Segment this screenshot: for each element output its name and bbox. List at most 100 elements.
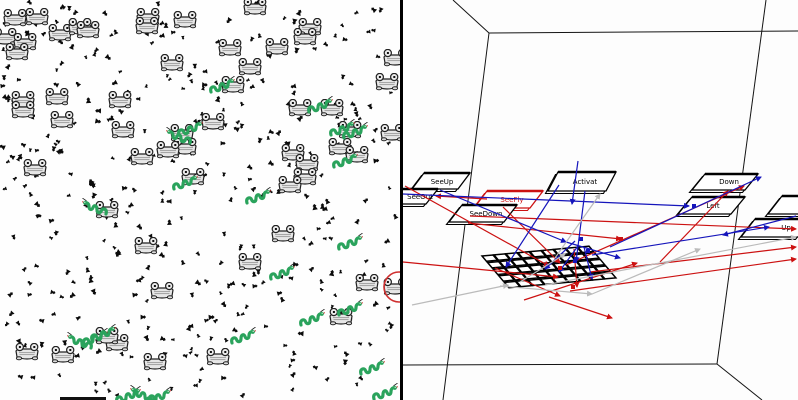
- frog-agent[interactable]: [380, 124, 400, 142]
- frog-agent[interactable]: [3, 9, 27, 27]
- frog-agent[interactable]: [345, 146, 369, 164]
- fly-sprite: [166, 219, 172, 225]
- frog-agent[interactable]: [375, 73, 399, 91]
- neural-network-canvas[interactable]: SeeUp SeeOut SeeFly SeeDown Activat Down Left U…: [403, 0, 798, 400]
- plate-label: Down: [719, 178, 739, 186]
- fly-sprite: [221, 231, 227, 237]
- fly-sprite: [135, 96, 141, 101]
- frog-agent[interactable]: [51, 346, 75, 364]
- frog-agent[interactable]: [134, 237, 158, 255]
- frog-agent[interactable]: [160, 54, 184, 72]
- fly-sprite: [259, 77, 267, 85]
- frog-agent[interactable]: [383, 49, 400, 67]
- fly-sprite: [350, 101, 357, 108]
- neuron-plate[interactable]: [764, 194, 798, 218]
- fly-sprite: [266, 135, 271, 140]
- frog-agent[interactable]: [48, 24, 72, 42]
- synapse-connection: [411, 283, 509, 306]
- fly-sprite: [53, 18, 60, 25]
- fly-sprite: [195, 332, 201, 339]
- fly-sprite: [290, 357, 296, 363]
- brain-view-panel[interactable]: SeeUp SeeOut SeeFly SeeDown Activat Down Left U…: [403, 0, 798, 400]
- world-view-panel[interactable]: [0, 0, 400, 400]
- frog-agent[interactable]: [355, 274, 379, 292]
- frog-agent[interactable]: [45, 88, 69, 106]
- frog-agent[interactable]: [111, 121, 135, 139]
- snake-agent[interactable]: [245, 187, 271, 205]
- frog-agent[interactable]: [218, 39, 242, 57]
- frog-agent[interactable]: [0, 28, 17, 46]
- fly-sprite: [149, 39, 156, 46]
- synapse-connection: [591, 248, 701, 295]
- fly-sprite: [221, 107, 226, 112]
- fly-sprite: [33, 201, 42, 209]
- fly-sprite: [354, 382, 360, 387]
- snake-agent[interactable]: [145, 387, 171, 400]
- frog-agent[interactable]: [206, 348, 230, 366]
- snake-agent[interactable]: [372, 383, 398, 400]
- frog-agent[interactable]: [108, 91, 132, 109]
- fly-sprite: [342, 36, 349, 43]
- fly-sprite: [293, 47, 300, 55]
- fly-sprite: [84, 255, 90, 261]
- fly-sprite: [52, 81, 60, 88]
- fly-sprite: [218, 290, 223, 296]
- frog-agent[interactable]: [156, 141, 180, 159]
- room-edge-line: [716, 363, 763, 400]
- frog-agent[interactable]: [150, 282, 174, 300]
- fly-sprite: [222, 336, 229, 343]
- frog-agent[interactable]: [25, 8, 49, 26]
- fly-sprite: [16, 77, 22, 82]
- frog-agent[interactable]: [238, 253, 262, 271]
- snake-agent[interactable]: [299, 309, 325, 327]
- fly-sprite: [26, 279, 33, 286]
- synapse-connection: [494, 267, 561, 297]
- snake-agent[interactable]: [337, 233, 363, 251]
- synapse-node: [573, 259, 577, 263]
- frog-agent[interactable]: [130, 148, 154, 166]
- fly-sprite: [220, 301, 228, 309]
- frog-agent[interactable]: [383, 278, 400, 296]
- neuron-plate[interactable]: Left: [674, 195, 747, 218]
- fly-sprite: [163, 240, 169, 247]
- snake-agent[interactable]: [359, 358, 385, 376]
- fly-sprite: [92, 47, 100, 54]
- synapse-connection: [554, 193, 601, 259]
- fly-sprite: [182, 352, 188, 359]
- room-edge-line: [488, 30, 798, 34]
- world-canvas[interactable]: [0, 0, 400, 400]
- fly-sprite: [65, 193, 71, 199]
- frog-agent[interactable]: [278, 176, 302, 194]
- frog-agent[interactable]: [201, 113, 225, 131]
- fly-sprite: [166, 198, 172, 204]
- fly-sprite: [192, 383, 198, 388]
- fly-sprite: [71, 9, 79, 17]
- neuron-plate[interactable]: SeeUp: [408, 171, 472, 193]
- fly-sprite: [170, 29, 177, 35]
- fly-sprite: [185, 71, 193, 79]
- retina-cell: [510, 258, 529, 267]
- fly-sprite: [158, 20, 165, 27]
- panel-divider: [400, 0, 403, 400]
- fly-sprite: [50, 289, 57, 296]
- frog-agent[interactable]: [23, 159, 47, 177]
- fly-sprite: [146, 376, 152, 382]
- fly-sprite: [94, 118, 102, 125]
- frog-agent[interactable]: [143, 353, 167, 371]
- frog-agent[interactable]: [173, 11, 197, 29]
- fly-sprite: [308, 265, 316, 273]
- frog-agent[interactable]: [265, 38, 289, 56]
- fly-sprite: [4, 159, 11, 165]
- frog-agent[interactable]: [271, 225, 295, 243]
- fly-sprite: [260, 279, 266, 286]
- synapse-connection: [569, 160, 579, 205]
- neuron-plate[interactable]: SeeOut: [403, 187, 440, 208]
- fly-sprite: [323, 197, 331, 205]
- frog-agent[interactable]: [238, 58, 262, 76]
- fly-sprite: [159, 189, 166, 196]
- fly-sprite: [311, 203, 318, 211]
- neuron-plate[interactable]: Activat: [544, 170, 618, 195]
- frog-agent[interactable]: [15, 343, 39, 361]
- frog-agent[interactable]: [50, 111, 74, 129]
- synapse-connection: [505, 184, 560, 268]
